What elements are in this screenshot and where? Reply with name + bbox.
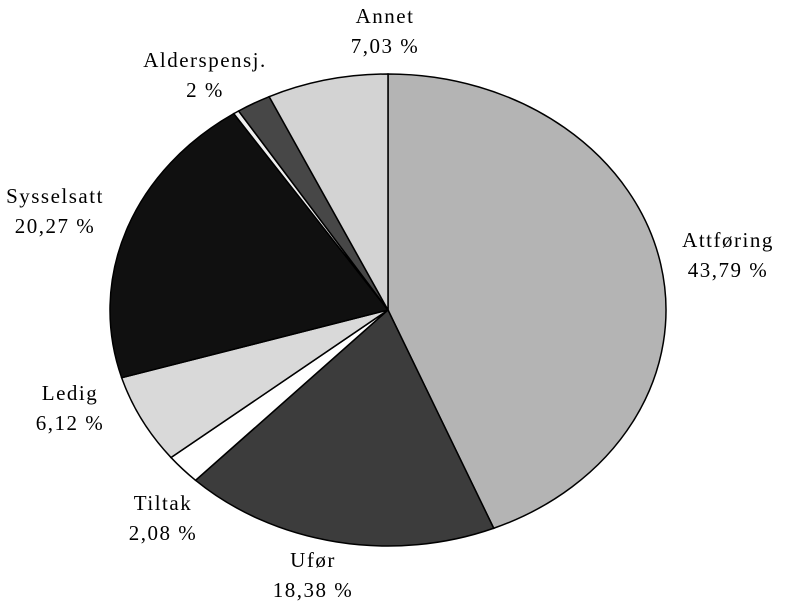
pie-slice (194, 308, 495, 547)
slice-label: Ufør (290, 548, 336, 572)
slice-value: 2 % (186, 78, 224, 102)
slice-label: Tiltak (134, 491, 192, 515)
slice-value: 20,27 % (15, 214, 96, 238)
slice-label: Alderspensj. (143, 48, 267, 72)
slice-value: 6,12 % (36, 411, 105, 435)
slice-label: Annet (356, 4, 415, 28)
slice-label: Sysselsatt (6, 184, 104, 208)
slice-value: 18,38 % (273, 578, 354, 602)
pie-slice (387, 73, 667, 530)
pie-slice (268, 73, 389, 313)
slice-value: 2,08 % (129, 521, 198, 545)
pie-slice (109, 112, 390, 379)
slice-value: 43,79 % (688, 258, 769, 282)
slice-label: Attføring (682, 228, 774, 252)
slice-label: Ledig (42, 381, 98, 405)
slice-value: 7,03 % (351, 34, 420, 58)
